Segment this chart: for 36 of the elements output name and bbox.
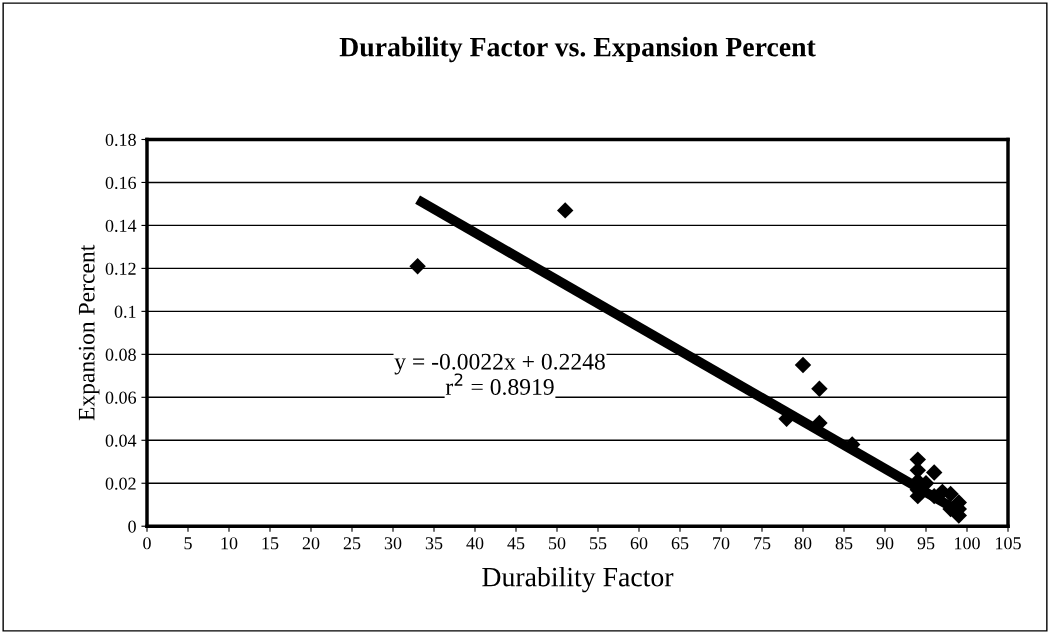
- x-tick-label: 100: [955, 537, 980, 550]
- x-tick-label: 45: [507, 537, 525, 550]
- x-tick-label: 20: [302, 537, 320, 550]
- x-tick-label: 40: [466, 537, 484, 550]
- x-tick-label: 95: [917, 537, 935, 550]
- x-tick-label: 80: [794, 537, 812, 550]
- x-tick-label: 0: [143, 537, 151, 550]
- x-tick-label: 85: [835, 537, 853, 550]
- x-tick-label: 15: [262, 537, 279, 550]
- y-tick-label: 0: [128, 520, 136, 533]
- x-tick-label: 30: [384, 537, 402, 550]
- annotation: r$^{2}$ = 0.8919: [445, 373, 554, 396]
- y-tick-label: 0.1: [114, 305, 136, 318]
- x-tick-label: 10: [221, 537, 238, 550]
- chart-title: Durability Factor vs. Expansion Percent: [339, 36, 816, 63]
- y-tick-label: 0.08: [105, 348, 136, 361]
- y-tick-label: 0.04: [105, 434, 137, 447]
- x-tick-label: 35: [425, 537, 443, 550]
- y-tick-label: 0.18: [105, 133, 136, 146]
- x-tick-label: 25: [343, 537, 361, 550]
- y-tick-label: 0.16: [105, 176, 137, 189]
- x-tick-label: 90: [876, 537, 894, 550]
- x-tick-label: 5: [184, 537, 192, 550]
- x-tick-label: 70: [713, 537, 730, 550]
- y-tick-label: 0.12: [105, 262, 136, 275]
- y-tick-label: 0.06: [105, 391, 137, 404]
- x-axis-title: Durability Factor: [482, 566, 674, 593]
- x-tick-label: 105: [996, 537, 1021, 550]
- x-tick-label: 65: [671, 537, 689, 550]
- x-tick-label: 60: [630, 537, 648, 550]
- x-tick-label: 50: [549, 537, 566, 550]
- x-tick-label: 75: [754, 537, 771, 550]
- y-tick-label: 0.14: [105, 219, 137, 232]
- x-tick-label: 55: [590, 537, 607, 550]
- y-axis-title: Expansion Percent: [78, 244, 100, 421]
- y-tick-label: 0.02: [105, 477, 136, 490]
